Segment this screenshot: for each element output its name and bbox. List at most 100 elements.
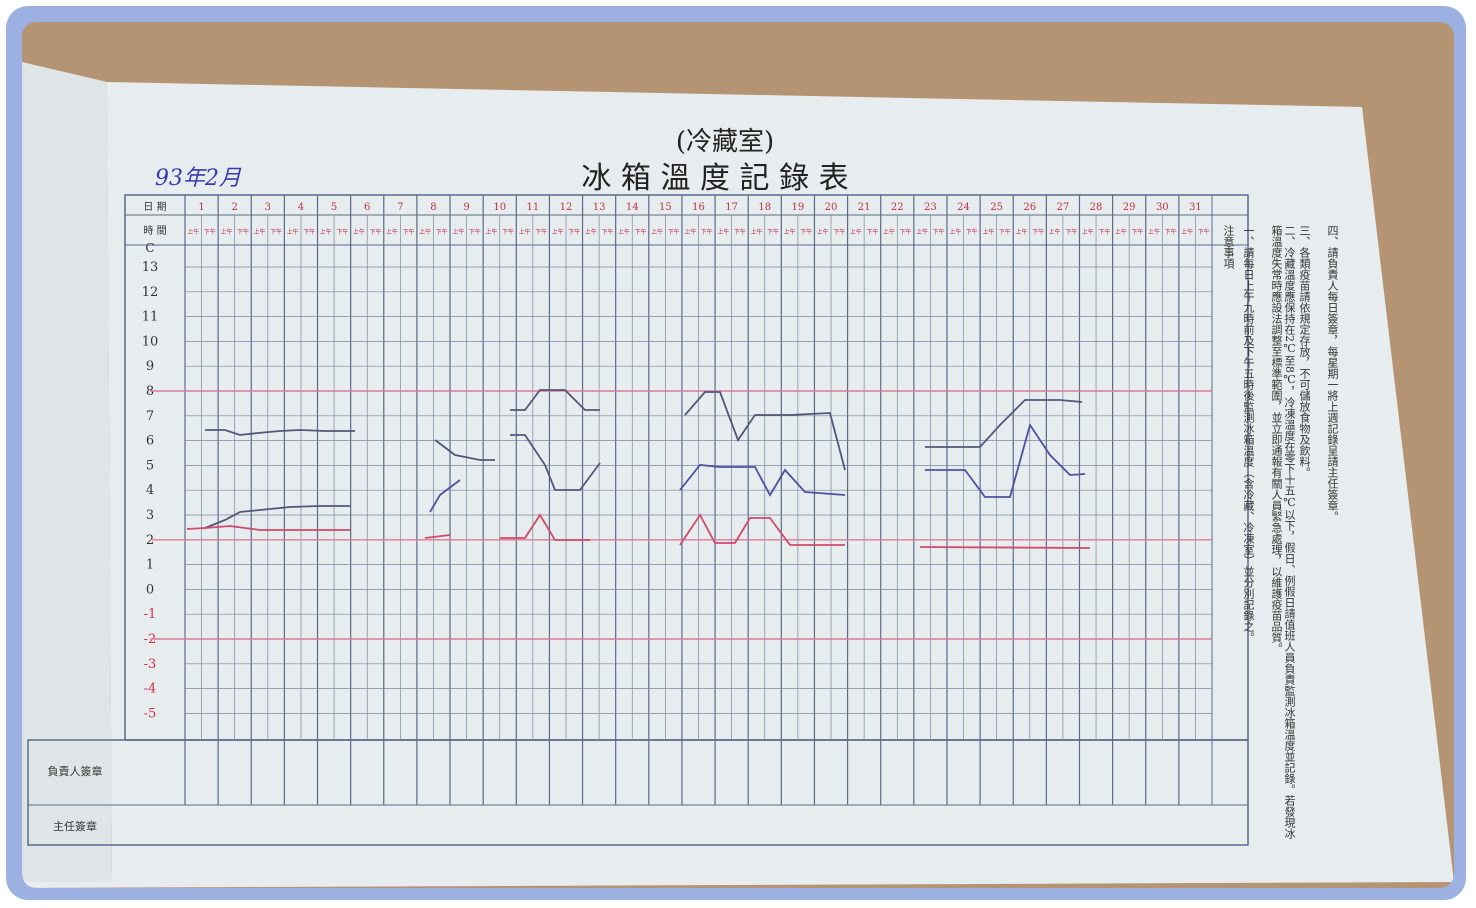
slot-label: 下午	[668, 228, 680, 236]
day-label: 14	[626, 202, 639, 213]
temp-label: 13	[142, 260, 159, 275]
temp-label: -5	[144, 706, 157, 721]
slot-label: 上午	[1049, 228, 1061, 236]
slot-label: 上午	[386, 228, 398, 236]
title: 冰 箱 溫 度 記 錄 表	[581, 161, 848, 196]
slot-label: 下午	[1131, 228, 1143, 236]
subtitle: (冷藏室)	[676, 127, 774, 157]
slot-label: 下午	[270, 228, 282, 236]
day-label: 8	[430, 202, 436, 213]
slot-label: 下午	[800, 228, 812, 236]
day-label: 11	[526, 202, 539, 213]
slot-label: 下午	[1032, 228, 1044, 236]
day-label: 21	[858, 202, 871, 213]
slot-label: 下午	[900, 228, 912, 236]
slot-label: 下午	[1165, 228, 1177, 236]
day-label: 26	[1023, 202, 1036, 213]
temp-label: 4	[146, 483, 154, 498]
slot-label: 下午	[701, 228, 713, 236]
day-label: 3	[265, 202, 271, 213]
slot-label: 下午	[866, 228, 878, 236]
temp-label: 0	[146, 582, 154, 597]
slot-label: 上午	[949, 228, 961, 236]
note: 注意事項	[1222, 225, 1235, 269]
slot-label: 下午	[568, 228, 580, 236]
temp-label: 3	[146, 508, 154, 523]
left-page	[22, 62, 112, 888]
slot-label: 上午	[485, 228, 497, 236]
temp-label: 1	[146, 558, 154, 573]
temp-label: 7	[146, 409, 154, 424]
temp-label: -4	[144, 682, 157, 697]
slot-label: 上午	[717, 228, 729, 236]
temp-label: 6	[146, 434, 154, 449]
slot-label: 上午	[651, 228, 663, 236]
day-label: 15	[659, 202, 672, 213]
time-label: 時 間	[143, 225, 166, 237]
slot-label: 上午	[1016, 228, 1028, 236]
day-label: 24	[957, 202, 970, 213]
note: 一、請每日上午九時前及下午五時後監測冰箱溫度（含冷藏、冷凍室）並分別記錄之。	[1242, 225, 1255, 643]
day-label: 20	[825, 202, 838, 213]
day-label: 1	[198, 202, 204, 213]
slot-label: 下午	[1198, 228, 1210, 236]
slot-label: 上午	[419, 228, 431, 236]
temp-label: 12	[142, 285, 159, 300]
temp-label: 10	[142, 334, 159, 349]
slot-label: 下午	[601, 228, 613, 236]
slot-label: 上午	[187, 228, 199, 236]
note: 三、各類疫苗請依規定存放，不可儲放食物及飲料。	[1298, 225, 1311, 478]
slot-label: 下午	[1065, 228, 1077, 236]
day-label: 13	[593, 202, 606, 213]
day-label: 27	[1057, 202, 1070, 213]
slot-label: 上午	[750, 228, 762, 236]
slot-label: 上午	[1082, 228, 1094, 236]
slot-label: 下午	[303, 228, 315, 236]
slot-label: 下午	[535, 228, 547, 236]
temp-label: -3	[144, 657, 157, 672]
day-label: 22	[891, 202, 904, 213]
slot-label: 下午	[734, 228, 746, 236]
slot-label: 下午	[403, 228, 415, 236]
slot-label: 下午	[635, 228, 647, 236]
slot-label: 上午	[1181, 228, 1193, 236]
slot-label: 下午	[336, 228, 348, 236]
slot-label: 上午	[883, 228, 895, 236]
sign-frame	[27, 739, 1249, 846]
slot-label: 下午	[469, 228, 481, 236]
slot-label: 上午	[982, 228, 994, 236]
date: 93年2月	[155, 166, 242, 191]
temp-label: 9	[146, 359, 154, 374]
temp-label: 11	[142, 310, 159, 325]
day-label: 31	[1189, 202, 1202, 213]
day-label: 29	[1123, 202, 1136, 213]
day-label: 30	[1156, 202, 1169, 213]
date-label: 日 期	[143, 201, 166, 213]
slot-label: 上午	[287, 228, 299, 236]
slot-label: 上午	[817, 228, 829, 236]
slot-label: 上午	[916, 228, 928, 236]
slot-label: 下午	[237, 228, 249, 236]
slot-label: 下午	[966, 228, 978, 236]
slot-label: 上午	[353, 228, 365, 236]
note: 四、請負責人每日簽章，每星期一將上週記錄呈請主任簽章。	[1326, 225, 1339, 522]
slot-label: 上午	[452, 228, 464, 236]
day-label: 5	[331, 202, 337, 213]
slot-label: 上午	[254, 228, 266, 236]
note: 二、冷藏溫度應保持在2℃至8℃，冷凍溫度在零下十五℃以下，假日、例假日請值班人員…	[1270, 225, 1296, 839]
slot-label: 上午	[684, 228, 696, 236]
slot-label: 上午	[618, 228, 630, 236]
signature-label: 負責人簽章	[48, 764, 103, 778]
slot-label: 下午	[502, 228, 514, 236]
slot-label: 下午	[1098, 228, 1110, 236]
day-label: 17	[725, 202, 738, 213]
day-label: 9	[463, 202, 469, 213]
slot-label: 上午	[784, 228, 796, 236]
slot-label: 上午	[585, 228, 597, 236]
day-label: 25	[990, 202, 1003, 213]
day-label: 18	[758, 202, 771, 213]
slot-label: 下午	[436, 228, 448, 236]
unit-label: C	[145, 241, 154, 255]
slot-label: 上午	[850, 228, 862, 236]
